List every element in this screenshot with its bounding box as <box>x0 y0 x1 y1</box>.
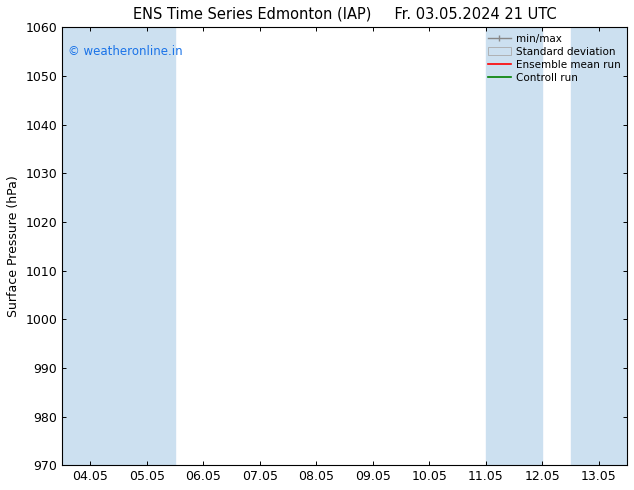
Title: ENS Time Series Edmonton (IAP)     Fr. 03.05.2024 21 UTC: ENS Time Series Edmonton (IAP) Fr. 03.05… <box>133 7 557 22</box>
Text: © weatheronline.in: © weatheronline.in <box>68 45 183 58</box>
Bar <box>486 27 542 465</box>
Bar <box>62 27 119 465</box>
Legend: min/max, Standard deviation, Ensemble mean run, Controll run: min/max, Standard deviation, Ensemble me… <box>484 29 625 87</box>
Bar <box>571 27 627 465</box>
Bar <box>119 27 175 465</box>
Y-axis label: Surface Pressure (hPa): Surface Pressure (hPa) <box>7 175 20 317</box>
